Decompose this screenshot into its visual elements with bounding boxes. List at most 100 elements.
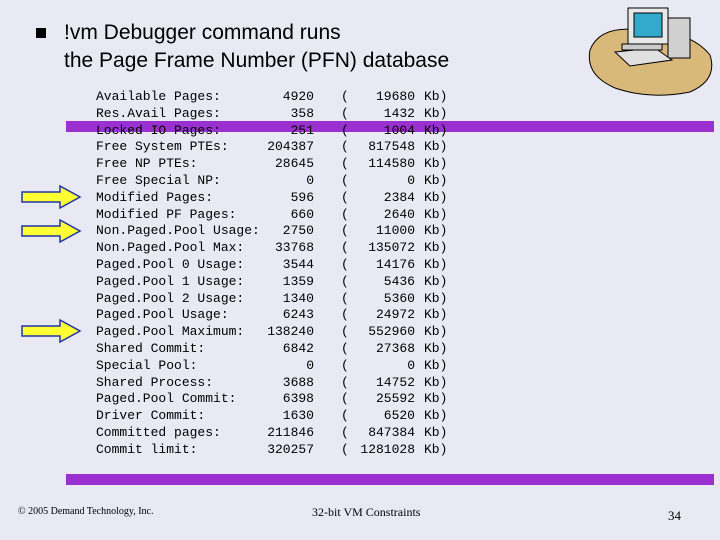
row-unit: Kb) — [424, 257, 448, 272]
row-label: Shared Process: — [96, 374, 214, 390]
row-pages: 358 — [290, 105, 314, 121]
row-kb: 0 — [407, 173, 415, 188]
row-open: ( — [341, 341, 349, 356]
row-label: Paged.Pool 2 Usage: — [96, 290, 245, 306]
row-kb: 24972 — [375, 307, 415, 323]
row-label: Available Pages: — [96, 89, 221, 104]
title-line: the Page Frame Number (PFN) database — [64, 49, 450, 72]
row-unit: Kb) — [424, 89, 448, 104]
row-unit: Kb) — [424, 206, 448, 222]
row-open: ( — [341, 173, 349, 188]
page-number: 34 — [668, 508, 681, 523]
row-kb: 11000 — [375, 223, 415, 239]
row-label: Free System PTEs: — [96, 139, 229, 155]
row-pages: 0 — [306, 173, 314, 188]
row-unit: Kb) — [424, 391, 448, 407]
row-unit: Kb) — [424, 189, 448, 205]
row-label: Modified Pages: — [96, 189, 214, 205]
row-unit: Kb) — [424, 122, 448, 138]
row-kb: 25592 — [375, 391, 415, 407]
arrows — [21, 184, 82, 344]
row-unit: Kb) — [424, 105, 448, 121]
row-pages: 6243 — [282, 307, 314, 323]
row-label: Shared Commit: — [96, 341, 206, 356]
row-open: ( — [341, 425, 349, 440]
row-pages: 211846 — [267, 425, 314, 440]
row-unit: Kb) — [424, 357, 448, 373]
row-kb: 817548 — [368, 139, 415, 155]
row-kb: 2640 — [383, 206, 415, 222]
computer-clipart — [588, 7, 713, 96]
row-kb: 2384 — [383, 189, 415, 205]
row-label: Driver Commit: — [96, 408, 206, 424]
row-kb: 27368 — [375, 341, 415, 356]
row-unit: Kb) — [424, 139, 448, 155]
row-unit: Kb) — [424, 374, 448, 390]
row-kb: 6520 — [383, 408, 415, 424]
row-pages: 1630 — [282, 408, 314, 424]
row-pages: 1340 — [282, 290, 314, 306]
row-pages: 33768 — [274, 240, 314, 256]
arrow — [21, 184, 82, 210]
row-pages: 3688 — [282, 374, 314, 390]
row-unit: Kb) — [424, 156, 448, 172]
row-label: Non.Paged.Pool Max: — [96, 240, 245, 256]
row-label: Non.Paged.Pool Usage: — [96, 223, 260, 239]
row-open: ( — [341, 223, 349, 239]
row-pages: 28645 — [274, 156, 314, 172]
row-open: ( — [341, 273, 349, 289]
row-kb: 0 — [407, 357, 415, 373]
row-open: ( — [341, 139, 349, 155]
row-open: ( — [341, 105, 349, 121]
row-kb: 1004 — [383, 122, 415, 138]
row-kb: 1281028 — [360, 441, 415, 457]
row-label: Paged.Pool 1 Usage: — [96, 273, 245, 289]
row-label: Paged.Pool Commit: — [96, 391, 237, 407]
row-unit: Kb) — [424, 173, 448, 188]
arrow — [21, 318, 82, 344]
row-label: Free Special NP: — [96, 173, 221, 188]
row-open: ( — [341, 391, 349, 407]
row-label: Res.Avail Pages: — [96, 105, 221, 121]
row-open: ( — [341, 189, 349, 205]
row-open: ( — [341, 357, 349, 373]
row-label: Locked IO Pages: — [96, 122, 221, 138]
row-label: Paged.Pool Usage: — [96, 307, 229, 323]
row-pages: 6398 — [282, 391, 314, 407]
row-kb: 19680 — [375, 89, 415, 104]
row-pages: 3544 — [282, 257, 314, 272]
row-kb: 1432 — [383, 105, 415, 121]
row-unit: Kb) — [424, 324, 448, 340]
title-line: !vm Debugger command runs — [64, 21, 341, 44]
bullet — [36, 28, 46, 38]
row-open: ( — [341, 89, 349, 104]
row-unit: Kb) — [424, 223, 448, 239]
row-open: ( — [341, 408, 349, 424]
row-kb: 552960 — [368, 324, 415, 340]
row-unit: Kb) — [424, 408, 448, 424]
row-unit: Kb) — [424, 441, 448, 457]
row-open: ( — [341, 290, 349, 306]
row-label: Commit limit: — [96, 441, 198, 457]
row-unit: Kb) — [424, 425, 448, 440]
row-open: ( — [341, 257, 349, 272]
arrow — [21, 218, 82, 244]
row-label: Committed pages: — [96, 425, 221, 440]
row-pages: 596 — [290, 189, 314, 205]
row-pages: 1359 — [282, 273, 314, 289]
row-unit: Kb) — [424, 240, 448, 256]
row-unit: Kb) — [424, 290, 448, 306]
row-kb: 14752 — [375, 374, 415, 390]
row-pages: 4920 — [282, 89, 314, 104]
row-label: Paged.Pool 0 Usage: — [96, 257, 245, 272]
row-open: ( — [341, 240, 349, 256]
row-open: ( — [341, 206, 349, 222]
row-unit: Kb) — [424, 307, 448, 323]
row-pages: 251 — [290, 122, 314, 138]
row-kb: 135072 — [368, 240, 415, 256]
row-pages: 320257 — [267, 441, 314, 457]
row-pages: 6842 — [282, 341, 314, 356]
footer-title: 32-bit VM Constraints — [312, 505, 421, 519]
